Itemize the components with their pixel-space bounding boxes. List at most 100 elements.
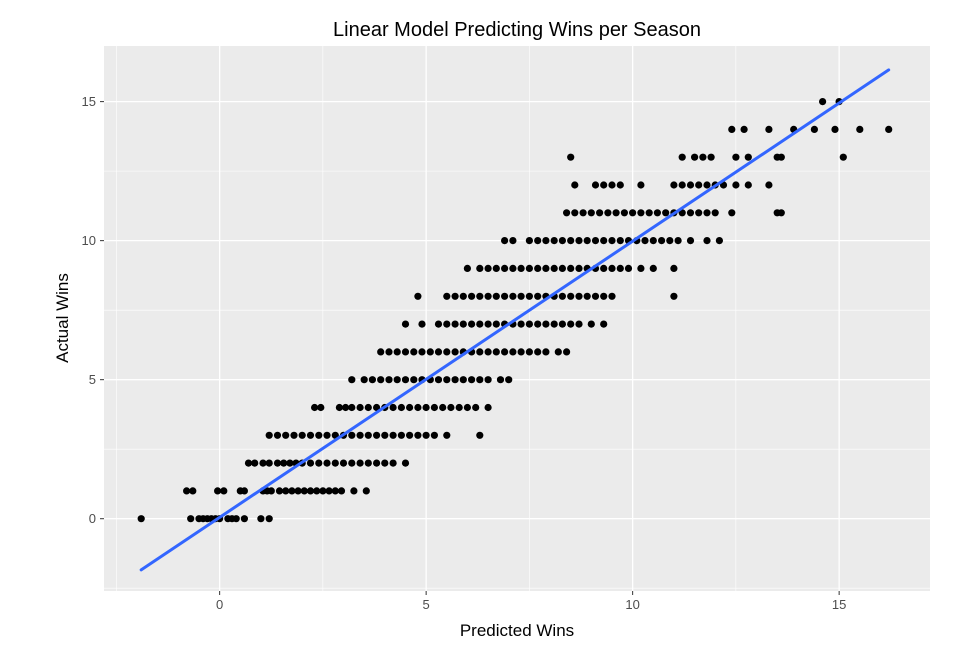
data-point: [703, 237, 711, 245]
x-axis-ticks: 0 5 10 15: [216, 591, 846, 612]
data-point: [484, 264, 492, 272]
data-point: [368, 376, 376, 384]
data-point: [356, 431, 364, 439]
major-grid: [104, 46, 930, 591]
data-point: [463, 264, 471, 272]
data-point: [616, 264, 624, 272]
data-point: [525, 264, 534, 272]
data-point: [583, 237, 591, 245]
data-point: [373, 431, 381, 439]
y-tick-label: 5: [89, 372, 96, 387]
data-point: [331, 459, 339, 467]
data-point: [649, 237, 657, 245]
data-point: [484, 320, 492, 328]
data-point: [517, 292, 525, 300]
data-point: [290, 431, 298, 439]
data-point: [641, 237, 649, 245]
data-point: [525, 320, 534, 328]
data-point: [662, 209, 670, 217]
data-point: [612, 209, 620, 217]
data-point: [306, 459, 315, 467]
data-point: [476, 320, 484, 328]
data-point: [558, 292, 567, 300]
data-point: [393, 376, 401, 384]
data-point: [273, 431, 282, 439]
data-point: [385, 376, 393, 384]
data-point: [711, 209, 719, 217]
data-point: [558, 320, 567, 328]
data-point: [608, 264, 616, 272]
data-point: [356, 403, 364, 412]
data-point: [715, 237, 724, 245]
x-tick-label: 0: [216, 597, 223, 612]
data-point: [501, 237, 509, 245]
data-point: [620, 209, 629, 217]
data-point: [699, 153, 707, 161]
data-point: [695, 209, 703, 217]
data-point: [629, 209, 637, 217]
data-point: [616, 237, 624, 245]
data-point: [183, 487, 191, 495]
data-point: [455, 403, 463, 412]
data-point: [567, 264, 575, 272]
data-point: [463, 403, 471, 412]
data-point: [732, 153, 740, 161]
data-point: [517, 264, 525, 272]
data-point: [534, 348, 542, 356]
data-point: [443, 376, 451, 384]
minor-grid: [104, 46, 930, 591]
data-point: [434, 348, 443, 356]
data-point: [550, 320, 558, 328]
data-point: [674, 237, 682, 245]
data-point: [501, 348, 509, 356]
data-point: [282, 431, 290, 439]
data-point: [220, 487, 228, 495]
data-point: [678, 181, 686, 189]
data-point: [509, 237, 517, 245]
data-point: [571, 181, 579, 189]
data-point: [459, 292, 467, 300]
data-point: [645, 209, 653, 217]
data-point: [608, 181, 616, 189]
data-point: [575, 237, 583, 245]
data-point: [422, 403, 430, 412]
data-point: [707, 153, 715, 161]
data-point: [567, 320, 575, 328]
data-point: [695, 181, 703, 189]
data-point: [810, 125, 819, 133]
data-point: [434, 320, 443, 328]
data-point: [240, 515, 248, 523]
data-point: [275, 487, 284, 495]
data-point: [468, 376, 476, 384]
data-point: [534, 320, 542, 328]
data-point: [575, 264, 583, 272]
data-point: [567, 153, 575, 161]
data-point: [348, 431, 356, 439]
data-point: [459, 376, 467, 384]
data-point: [505, 376, 513, 384]
data-point: [451, 320, 459, 328]
data-point: [666, 237, 674, 245]
data-point: [542, 264, 550, 272]
data-point: [542, 348, 550, 356]
data-point: [348, 403, 356, 412]
data-point: [373, 459, 381, 467]
data-point: [777, 209, 785, 217]
data-point: [300, 487, 308, 495]
data-point: [517, 320, 525, 328]
data-point: [319, 487, 327, 495]
data-point: [703, 209, 711, 217]
data-point: [472, 403, 480, 412]
data-point: [323, 431, 331, 439]
data-point: [550, 237, 558, 245]
data-point: [406, 431, 414, 439]
data-point: [732, 181, 740, 189]
data-point: [558, 264, 567, 272]
data-point: [401, 459, 410, 467]
data-point: [649, 264, 657, 272]
data-point: [373, 403, 381, 412]
data-point: [288, 487, 296, 495]
data-point: [335, 403, 343, 412]
data-point: [563, 209, 571, 217]
data-point: [587, 320, 595, 328]
